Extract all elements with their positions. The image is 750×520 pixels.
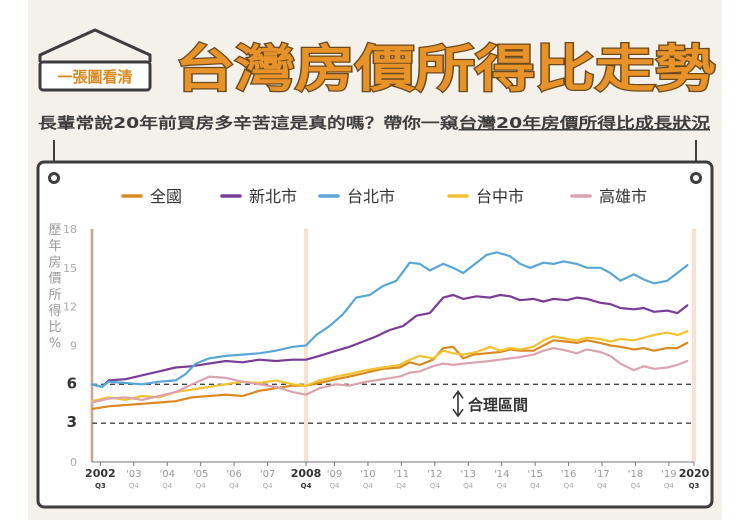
x-tick-sublabel: Q4 xyxy=(597,482,608,490)
range-arrow-up xyxy=(452,389,464,399)
y-axis-label-char: 價 xyxy=(48,272,61,287)
x-tick-label: '03 xyxy=(126,469,141,480)
x-tick-sublabel: Q4 xyxy=(430,482,441,490)
x-tick-label: '15 xyxy=(527,469,542,480)
x-tick-label: '13 xyxy=(461,469,476,480)
x-tick-sublabel: Q4 xyxy=(196,482,207,490)
x-tick-sublabel: Q4 xyxy=(664,482,675,490)
y-tick-label: 3 xyxy=(67,413,77,431)
y-axis-label-char: 年 xyxy=(48,239,61,254)
legend-item: 台中市 xyxy=(447,187,524,206)
x-tick-label: '11 xyxy=(394,469,409,480)
y-axis-label-char: 歷 xyxy=(48,223,61,238)
x-tick-label: 2020 xyxy=(679,467,710,480)
x-tick-label: '18 xyxy=(628,469,643,480)
y-tick-label: 12 xyxy=(63,301,77,314)
legend-item: 全國 xyxy=(121,187,182,206)
x-tick-sublabel: Q4 xyxy=(363,482,374,490)
x-tick-sublabel: Q4 xyxy=(129,482,140,490)
subtitle-underlined: 台灣20年房價所得比成長狀況 xyxy=(459,114,710,132)
house-badge: 一張圖看清 xyxy=(38,28,152,92)
x-tick-sublabel: Q4 xyxy=(463,482,474,490)
x-tick-label: '12 xyxy=(427,469,442,480)
x-tick-label: '17 xyxy=(594,469,609,480)
x-tick-sublabel: Q4 xyxy=(564,482,575,490)
legend-item: 台北市 xyxy=(318,187,395,206)
x-tick-sublabel: Q4 xyxy=(630,482,641,490)
chart-frame xyxy=(36,140,714,509)
series-line xyxy=(90,347,689,404)
x-tick-sublabel: Q4 xyxy=(329,482,340,490)
x-tick-label: '16 xyxy=(561,469,576,480)
series-line xyxy=(90,330,689,403)
x-tick-sublabel: Q4 xyxy=(162,482,173,490)
x-tick-sublabel: Q3 xyxy=(95,482,106,490)
page-title: 台灣房價所得比走勢 xyxy=(175,40,715,98)
range-label: 合理區間 xyxy=(467,396,528,414)
x-tick-label: '10 xyxy=(360,469,375,480)
y-tick-label: 9 xyxy=(70,340,77,353)
x-tick-sublabel: Q4 xyxy=(229,482,240,490)
badge-text: 一張圖看清 xyxy=(57,68,132,86)
x-tick-label: '07 xyxy=(260,469,275,480)
page-subtitle: 長輩常說20年前買房多辛苦這是真的嗎？帶你一窺 台灣20年房價所得比成長狀況 xyxy=(38,114,710,132)
x-tick-label: 2008 xyxy=(291,467,322,480)
y-axis-label-char: 所 xyxy=(48,288,61,303)
legend: 全國 新北市 台北市 台中市 高雄市 xyxy=(121,187,647,206)
y-tick-label: 18 xyxy=(63,223,77,236)
legend-label: 新北市 xyxy=(249,187,297,206)
y-tick-label: 15 xyxy=(63,262,77,275)
legend-label: 台中市 xyxy=(476,187,524,206)
frame-pin-left xyxy=(48,172,60,184)
legend-label: 台北市 xyxy=(347,187,395,206)
range-arrow-down xyxy=(452,408,464,418)
subtitle-plain: 長輩常說20年前買房多辛苦這是真的嗎？帶你一窺 xyxy=(38,114,459,132)
x-tick-sublabel: Q4 xyxy=(497,482,508,490)
y-tick-label: 0 xyxy=(70,456,77,469)
x-tick-sublabel: Q4 xyxy=(263,482,274,490)
x-tick-label: '04 xyxy=(160,469,175,480)
x-tick-label: '14 xyxy=(494,469,509,480)
y-tick-label: 6 xyxy=(67,374,77,392)
legend-item: 高雄市 xyxy=(570,187,647,206)
x-tick-label: '09 xyxy=(327,469,342,480)
legend-item: 新北市 xyxy=(220,187,297,206)
y-axis-label-char: 房 xyxy=(48,254,61,270)
reasonable-range-annotation: 合理區間 xyxy=(452,389,528,418)
legend-label: 全國 xyxy=(150,187,182,206)
x-tick-sublabel: Q4 xyxy=(396,482,407,490)
y-axis-label-char: % xyxy=(49,336,61,351)
series-line xyxy=(90,251,689,388)
x-tick-sublabel: Q4 xyxy=(530,482,541,490)
plot-area: 0 3 6 9 12 15 18 2002 Q3 '03 Q4 '04 Q4 '05 Q4 '06 Q4 '07 Q… xyxy=(63,223,710,490)
highlight-band xyxy=(692,229,696,462)
y-axis-label-char: 比 xyxy=(48,320,61,335)
y-axis-label-char: 得 xyxy=(48,303,61,319)
x-tick-label: '06 xyxy=(226,469,241,480)
x-tick-label: '19 xyxy=(661,469,676,480)
x-tick-label: '05 xyxy=(193,469,208,480)
frame-pin-right xyxy=(690,172,702,184)
x-tick-sublabel: Q3 xyxy=(689,482,700,490)
series-line xyxy=(90,293,689,388)
x-tick-sublabel: Q4 xyxy=(301,482,312,490)
legend-label: 高雄市 xyxy=(599,187,647,206)
x-tick-label: 2002 xyxy=(85,467,116,480)
